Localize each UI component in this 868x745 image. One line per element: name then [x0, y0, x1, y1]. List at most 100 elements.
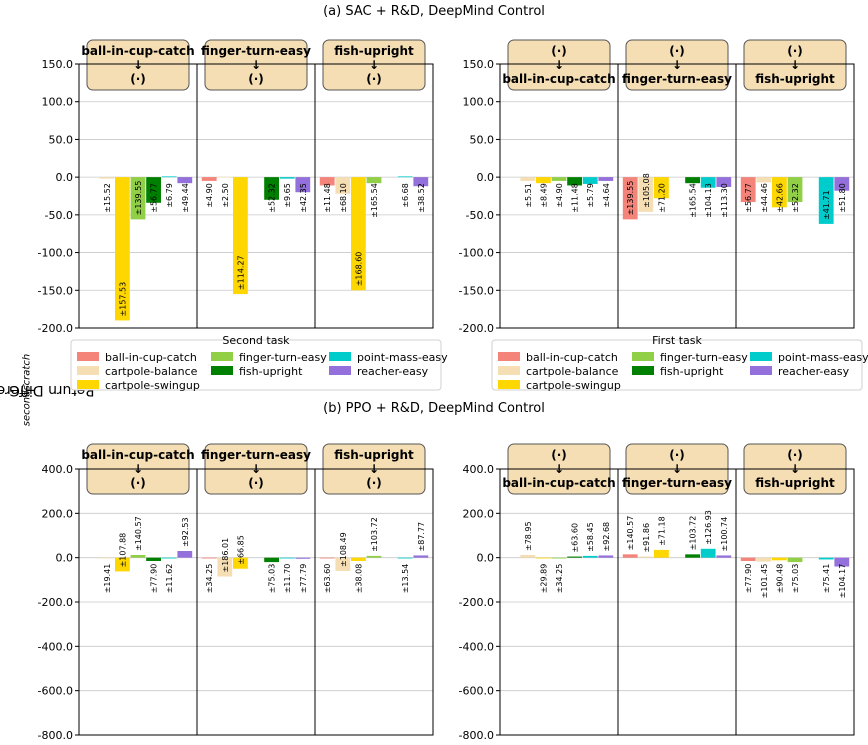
bar-point-mass-easy — [397, 176, 413, 178]
group-header-line: ball-in-cup-catch — [81, 448, 194, 462]
legend-swatch — [211, 366, 233, 375]
legend-swatch — [77, 380, 99, 389]
legend-label: ball-in-cup-catch — [526, 351, 618, 364]
bar-cartpole-swingup — [654, 549, 669, 558]
legend-label: fish-upright — [239, 365, 303, 378]
legend-title: First task — [652, 334, 702, 347]
group-header-line: ↓ — [672, 58, 682, 72]
error-label: ±63.60 — [571, 523, 580, 553]
y-tick-label: -800.0 — [459, 729, 494, 742]
error-label: ±75.03 — [791, 564, 800, 594]
error-label: ±5.79 — [586, 183, 595, 208]
bar-point-mass-easy — [818, 557, 834, 560]
y-tick-label: -800.0 — [38, 729, 73, 742]
error-label: ±11.48 — [571, 183, 580, 213]
y-tick-label: 400.0 — [42, 463, 74, 476]
legend-first: First task ball-in-cup-catchcartpole-bala… — [491, 334, 868, 392]
error-label: ±114.27 — [236, 255, 245, 290]
bar-ball-in-cup-catch — [622, 554, 638, 558]
bar-reacher-easy — [413, 177, 429, 187]
error-label: ±71.18 — [657, 516, 666, 546]
error-label: ±56.77 — [744, 183, 753, 213]
error-label: ±91.86 — [642, 523, 651, 553]
error-label: ±38.52 — [417, 183, 426, 213]
error-label: ±140.57 — [626, 516, 635, 551]
row-title-a: (a) SAC + R&D, DeepMind Control — [323, 4, 545, 19]
legend-second: Second task ball-in-cup-catchcartpole-bal… — [70, 334, 448, 392]
group-header-box — [507, 39, 611, 91]
bar-cartpole-balance — [335, 557, 351, 571]
bar-cartpole-balance — [756, 177, 772, 183]
legend-label: reacher-easy — [357, 365, 429, 378]
error-label: ±157.53 — [118, 282, 127, 317]
error-label: ±103.72 — [370, 517, 379, 552]
y-tick-label: -150.0 — [459, 284, 494, 297]
error-label: ±87.77 — [417, 522, 426, 552]
y-tick-label: -50.0 — [45, 209, 73, 222]
group-header-line: (·) — [366, 476, 382, 490]
error-label: ±139.55 — [134, 181, 143, 216]
error-label: ±13.54 — [401, 564, 410, 594]
row-title-b: (b) PPO + R&D, DeepMind Control — [323, 401, 545, 416]
legend-title: Second task — [222, 334, 290, 347]
error-label: ±126.93 — [704, 510, 713, 545]
bar-reacher-easy — [177, 551, 193, 558]
error-label: ±41.71 — [822, 190, 831, 220]
bar-fish-upright — [264, 557, 279, 563]
bar-cartpole-balance — [520, 555, 536, 558]
bar-point-mass-easy — [818, 177, 834, 224]
legend-label: point-mass-easy — [357, 351, 448, 364]
bar-cartpole-balance — [638, 556, 654, 558]
error-label: ±4.90 — [205, 183, 214, 208]
error-label: ±6.68 — [401, 183, 410, 208]
error-label: ±5.51 — [524, 183, 533, 208]
y-tick-label: 50.0 — [470, 133, 495, 146]
bar-reacher-easy — [834, 557, 850, 567]
axes-frame — [78, 468, 434, 736]
group-header-line: (·) — [669, 44, 685, 58]
bar-reacher-easy — [716, 555, 732, 558]
bar-reacher-easy — [295, 177, 311, 193]
y-tick-label: 200.0 — [42, 507, 74, 520]
error-label: ±75.41 — [822, 564, 831, 594]
error-label: ±78.95 — [524, 521, 533, 551]
group-header-line: finger-turn-easy — [622, 72, 732, 86]
bar-finger-turn-easy — [551, 557, 567, 559]
group-header-box — [625, 39, 729, 91]
group-header-line: (·) — [130, 72, 146, 86]
legend-label: finger-turn-easy — [660, 351, 748, 364]
error-label: ±11.48 — [323, 183, 332, 213]
y-tick-label: 0.0 — [477, 171, 495, 184]
group-header-line: fish-upright — [755, 72, 835, 86]
group-header-line: fish-upright — [334, 448, 414, 462]
error-label: ±92.68 — [602, 522, 611, 552]
error-label: ±100.74 — [720, 517, 729, 552]
bar-fish-upright — [685, 177, 700, 184]
error-label: ±4.90 — [555, 183, 564, 208]
error-label: ±38.08 — [354, 564, 363, 594]
error-label: ±34.25 — [555, 564, 564, 594]
error-label: ±58.45 — [586, 522, 595, 552]
error-label: ±90.48 — [775, 564, 784, 594]
error-label: ±140.57 — [134, 516, 143, 551]
bar-cartpole-swingup — [772, 557, 787, 561]
error-label: ±186.01 — [221, 538, 230, 573]
y-tick-label: -200.0 — [459, 322, 494, 335]
error-label: ±66.85 — [236, 535, 245, 565]
legend-swatch — [632, 366, 654, 375]
group-header-box — [86, 39, 190, 91]
group-header-line: finger-turn-easy — [201, 44, 311, 58]
error-label: ±49.44 — [181, 183, 190, 213]
group-header-line: finger-turn-easy — [622, 476, 732, 490]
bar-finger-turn-easy — [366, 555, 382, 558]
bar-ball-in-cup-catch — [319, 177, 335, 186]
group-header-line: fish-upright — [755, 476, 835, 490]
y-tick-label: -100.0 — [38, 247, 73, 260]
bar-ball-in-cup-catch — [201, 557, 217, 559]
bar-fish-upright — [567, 177, 582, 186]
y-tick-label: 150.0 — [463, 58, 495, 71]
bar-point-mass-easy — [700, 177, 716, 188]
bar-cartpole-balance — [99, 557, 115, 559]
bar-finger-turn-easy — [787, 557, 803, 563]
y-tick-label: 0.0 — [56, 171, 74, 184]
